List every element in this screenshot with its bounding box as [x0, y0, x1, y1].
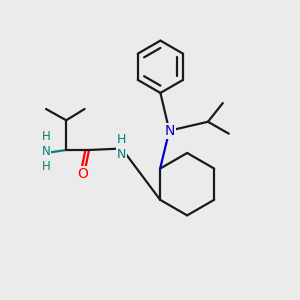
Text: H
N: H N [117, 133, 127, 161]
Text: O: O [77, 167, 88, 182]
Text: H
N
H: H N H [42, 130, 50, 173]
Text: N: N [164, 124, 175, 138]
